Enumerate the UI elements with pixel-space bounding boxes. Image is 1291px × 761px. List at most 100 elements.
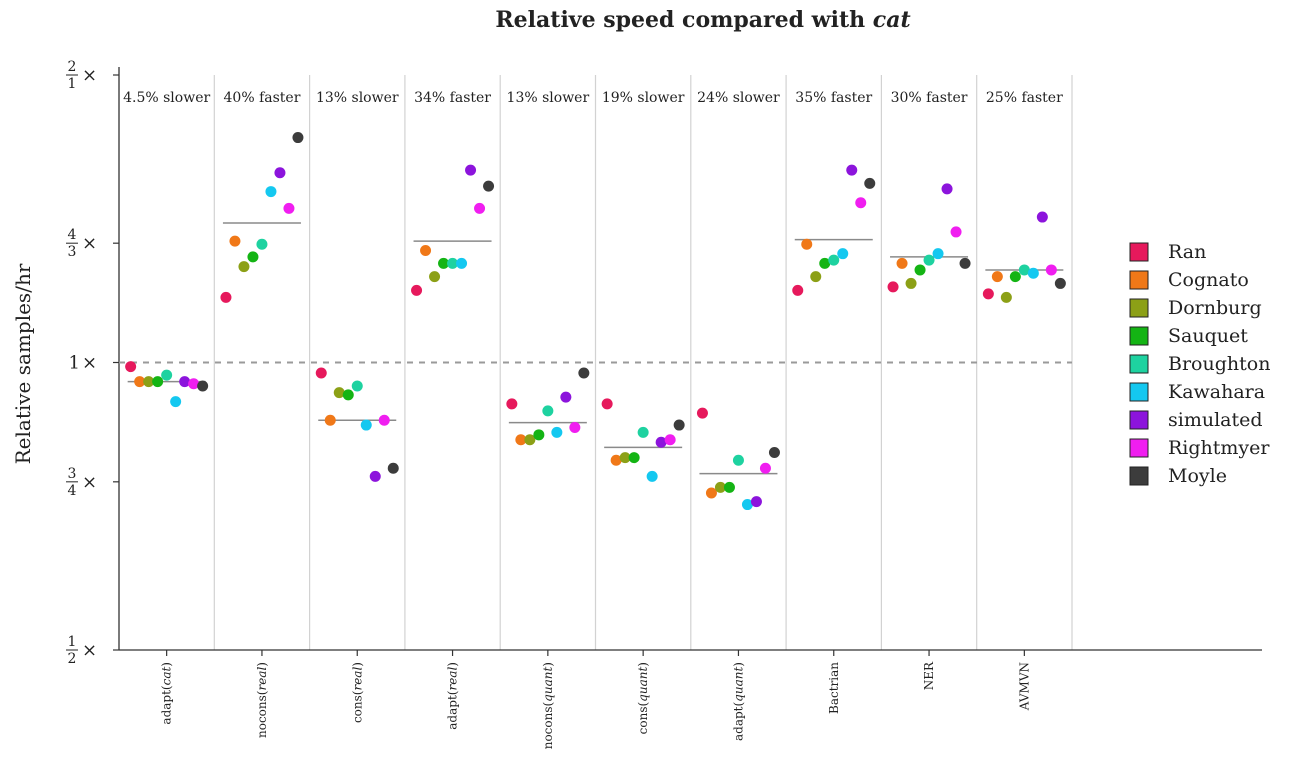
data-point: [411, 284, 423, 296]
data-point: [179, 376, 191, 388]
data-point: [560, 391, 572, 403]
data-point: [229, 235, 241, 247]
y-tick-numerator: 4: [68, 227, 77, 243]
data-point: [923, 254, 935, 266]
data-point: [696, 407, 708, 419]
y-tick-label: 21 ×: [66, 59, 97, 92]
y-tick-denominator: 2: [68, 651, 77, 667]
data-point: [792, 284, 804, 296]
category-label: adapt(quant): [731, 662, 745, 741]
data-point: [673, 419, 685, 431]
data-point: [714, 481, 726, 493]
data-point: [292, 132, 304, 144]
y-tick-label: 12 ×: [66, 634, 97, 667]
data-point: [750, 496, 762, 508]
legend-label: Moyle: [1168, 465, 1227, 487]
legend-swatch: [1129, 326, 1149, 346]
data-point: [837, 248, 849, 260]
data-point: [1045, 264, 1057, 276]
data-point: [846, 164, 858, 176]
legend-item: Moyle: [1129, 465, 1227, 487]
y-tick-denominator: 3: [68, 244, 77, 260]
data-point: [705, 487, 717, 499]
data-point: [447, 257, 459, 269]
legend-label: Dornburg: [1168, 297, 1262, 319]
data-point: [238, 261, 250, 273]
legend-label: Ran: [1168, 241, 1206, 263]
category-label: NER: [922, 661, 936, 690]
data-point: [152, 376, 164, 388]
axes: [113, 67, 1262, 656]
legend-item: Cognato: [1129, 269, 1249, 291]
legend-label: simulated: [1168, 409, 1263, 431]
data-point: [483, 180, 495, 192]
data-point: [515, 434, 527, 446]
data-point: [220, 291, 232, 303]
data-point: [905, 277, 917, 289]
panel-annotation: 30% faster: [891, 90, 968, 106]
data-point: [324, 414, 336, 426]
data-point: [315, 367, 327, 379]
legend-item: Sauquet: [1129, 325, 1248, 347]
category-label: AVMVN: [1017, 662, 1031, 711]
category-label: cons(quant): [636, 662, 650, 734]
panel-annotation: 35% faster: [795, 90, 872, 106]
data-point: [1018, 264, 1030, 276]
data-point: [134, 376, 146, 388]
data-point: [465, 164, 477, 176]
legend-item: Broughton: [1129, 353, 1270, 375]
panel-annotation: 24% slower: [697, 90, 780, 106]
data-point: [438, 257, 450, 269]
legend-label: Cognato: [1168, 269, 1249, 291]
data-point: [351, 380, 363, 392]
data-points-layer: [125, 132, 1066, 511]
legend-item: Ran: [1129, 241, 1206, 263]
data-point: [732, 454, 744, 466]
data-point: [896, 257, 908, 269]
data-point: [828, 254, 840, 266]
data-point: [247, 251, 259, 263]
data-point: [474, 202, 486, 214]
data-point: [188, 378, 200, 390]
data-point: [959, 257, 971, 269]
y-tick-suffix: ×: [82, 353, 97, 374]
y-tick-label: 1 ×: [69, 353, 98, 374]
data-point: [274, 167, 286, 179]
y-tick-label: 34 ×: [66, 466, 97, 499]
data-point: [170, 396, 182, 408]
legend-swatch: [1129, 466, 1149, 486]
data-point: [887, 281, 899, 293]
data-point: [420, 244, 432, 256]
y-tick-label: 43 ×: [66, 227, 97, 260]
legend-label: Sauquet: [1168, 325, 1248, 347]
data-point: [819, 257, 831, 269]
category-label: nocons(real): [255, 662, 269, 738]
data-point: [378, 414, 390, 426]
data-point: [741, 499, 753, 511]
y-axis-label: Relative samples/hr: [11, 263, 35, 464]
data-point: [864, 177, 876, 189]
panel-annotation: 4.5% slower: [123, 90, 210, 106]
data-point: [646, 470, 658, 482]
data-point: [601, 398, 613, 410]
legend-swatch: [1129, 242, 1149, 262]
legend-swatch: [1129, 410, 1149, 430]
category-label: nocons(quant): [541, 662, 555, 749]
data-point: [1054, 277, 1066, 289]
data-point: [664, 434, 676, 446]
data-point: [456, 257, 468, 269]
data-point: [265, 186, 277, 198]
data-point: [619, 452, 631, 464]
data-point: [283, 202, 295, 214]
y-tick-denominator: 1: [68, 76, 77, 92]
data-point: [333, 387, 345, 399]
data-point: [950, 226, 962, 238]
data-point: [723, 481, 735, 493]
category-label: adapt(real): [446, 662, 460, 730]
data-point: [369, 470, 381, 482]
data-point: [637, 426, 649, 438]
data-point: [551, 426, 563, 438]
data-point: [578, 367, 590, 379]
panel-annotation: 13% slower: [507, 90, 590, 106]
